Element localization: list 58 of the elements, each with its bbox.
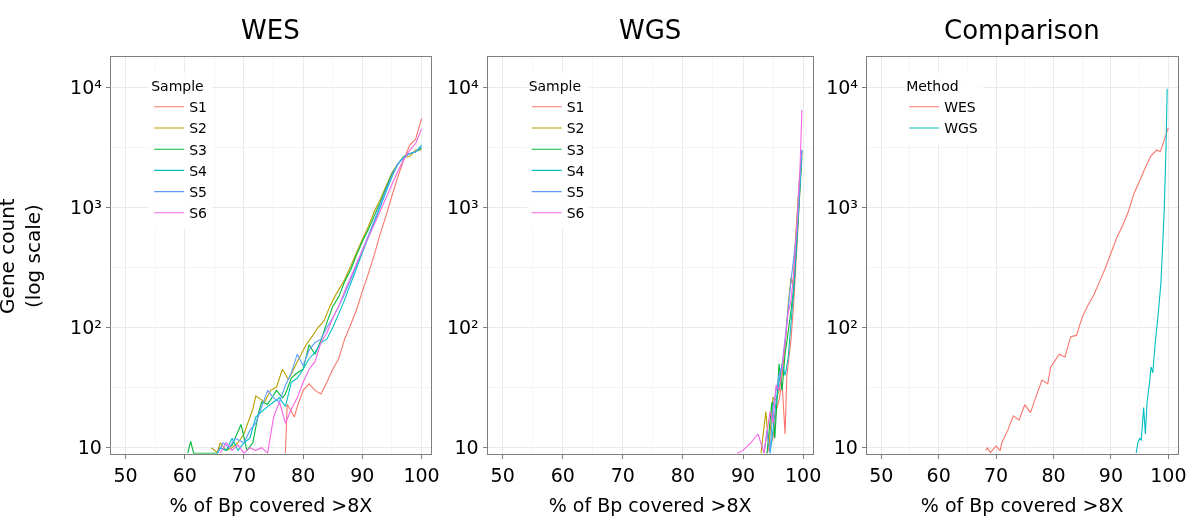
y-tick-label: 10 <box>833 436 858 459</box>
x-tick-label: 60 <box>172 463 197 486</box>
legend-label: S2 <box>189 120 207 137</box>
legend-label: WGS <box>944 120 978 137</box>
x-tick-label: 90 <box>730 463 756 486</box>
y-tick-label: 10² <box>826 316 858 339</box>
y-tick-label: 10⁴ <box>826 75 859 98</box>
legend-label: WES <box>944 99 976 116</box>
legend-label: S3 <box>566 141 585 158</box>
x-axis-title: % of Bp covered >8X <box>548 494 752 517</box>
x-tick-label: 50 <box>490 463 515 486</box>
x-axis-title: % of Bp covered >8X <box>169 494 373 517</box>
legend-label: S5 <box>566 184 585 201</box>
y-tick-label: 10³ <box>446 196 479 219</box>
legend-title: Sample <box>151 78 204 95</box>
legend-label: S3 <box>189 141 207 158</box>
y-tick-label: 10³ <box>70 196 102 219</box>
x-tick-label: 100 <box>784 463 822 486</box>
x-tick-label: 50 <box>869 463 894 486</box>
legend-label: S2 <box>566 120 585 137</box>
legend-label: S4 <box>566 162 585 179</box>
legend-label: S4 <box>189 162 208 179</box>
chart-title: WES <box>241 15 300 45</box>
x-tick-label: 80 <box>1041 463 1066 486</box>
y-tick-label: 10 <box>77 436 102 459</box>
x-tick-label: 100 <box>403 463 440 486</box>
y-tick-label: 10² <box>446 316 479 339</box>
chart-title: Comparison <box>944 15 1100 45</box>
line-series <box>736 109 803 454</box>
y-tick-label: 10 <box>454 436 479 459</box>
legend-label: S6 <box>189 205 208 222</box>
line-series <box>284 117 423 454</box>
legend-label: S1 <box>189 99 207 116</box>
y-tick-label: 10² <box>70 316 102 339</box>
x-tick-label: 60 <box>550 463 575 486</box>
x-tick-label: 60 <box>926 463 951 486</box>
x-tick-label: 90 <box>350 463 375 486</box>
x-tick-label: 70 <box>610 463 635 486</box>
x-tick-label: 70 <box>231 463 257 486</box>
legend-title: Method <box>906 78 959 95</box>
x-axis-title: % of Bp covered >8X <box>920 494 1124 517</box>
line-series <box>985 127 1169 454</box>
y-tick-label: 10⁴ <box>446 75 480 98</box>
x-tick-label: 80 <box>291 463 316 486</box>
legend-title: Sample <box>528 78 582 95</box>
legend-label: S1 <box>566 99 585 116</box>
line-series <box>1135 88 1168 454</box>
y-tick-label: 10⁴ <box>70 75 103 98</box>
x-tick-label: 50 <box>113 463 138 486</box>
legend-label: S6 <box>566 205 585 222</box>
x-tick-label: 70 <box>983 463 1009 486</box>
y-tick-label: 10³ <box>826 196 858 219</box>
x-tick-label: 100 <box>1150 463 1187 486</box>
chart-title: WGS <box>619 15 682 45</box>
y-axis-title: Gene count (log scale) <box>0 198 46 314</box>
x-tick-label: 80 <box>670 463 695 486</box>
x-tick-label: 90 <box>1098 463 1123 486</box>
legend-label: S5 <box>189 184 207 201</box>
